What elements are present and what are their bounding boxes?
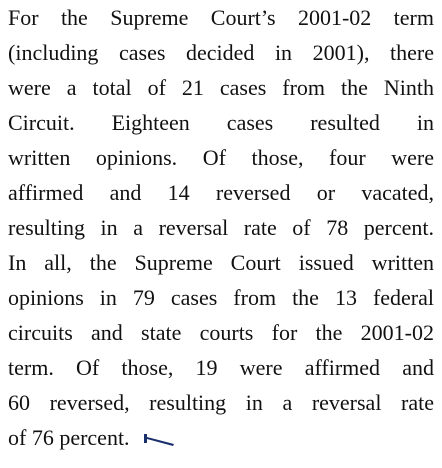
text-line: In all, the Supreme Court issued written (8, 245, 434, 280)
text-line: written opinions. Of those, four were (8, 140, 434, 175)
line-text: term. Of those, 19 were affirmed and (8, 355, 434, 380)
paragraph: For the Supreme Court’s 2001-02 term (inc… (8, 0, 434, 455)
text-line: of 76 percent. (8, 420, 434, 455)
line-text: For the Supreme Court’s 2001-02 term (8, 5, 434, 30)
line-text: resulting in a reversal rate of 78 perce… (8, 215, 434, 240)
line-text: Circuit. Eighteen cases resulted in (8, 110, 434, 135)
line-text: written opinions. Of those, four were (8, 145, 434, 170)
text-line: circuits and state courts for the 2001-0… (8, 315, 434, 350)
text-line: were a total of 21 cases from the Ninth (8, 70, 434, 105)
line-text: were a total of 21 cases from the Ninth (8, 75, 434, 100)
text-line: opinions in 79 cases from the 13 federal (8, 280, 434, 315)
text-line: term. Of those, 19 were affirmed and (8, 350, 434, 385)
text-line: resulting in a reversal rate of 78 perce… (8, 210, 434, 245)
text-line: 60 reversed, resulting in a reversal rat… (8, 385, 434, 420)
line-text: (including cases decided in 2001), there (8, 40, 434, 65)
line-text: of 76 percent. (8, 425, 130, 450)
text-line: For the Supreme Court’s 2001-02 term (8, 0, 434, 35)
line-text: affirmed and 14 reversed or vacated, (8, 180, 434, 205)
line-text: 60 reversed, resulting in a reversal rat… (8, 390, 434, 415)
text-line: (including cases decided in 2001), there (8, 35, 434, 70)
line-text: In all, the Supreme Court issued written (8, 250, 434, 275)
line-text: opinions in 79 cases from the 13 federal (8, 285, 434, 310)
text-line: Circuit. Eighteen cases resulted in (8, 105, 434, 140)
line-text: circuits and state courts for the 2001-0… (8, 320, 434, 345)
text-line: affirmed and 14 reversed or vacated, (8, 175, 434, 210)
gavel-icon (143, 433, 174, 446)
